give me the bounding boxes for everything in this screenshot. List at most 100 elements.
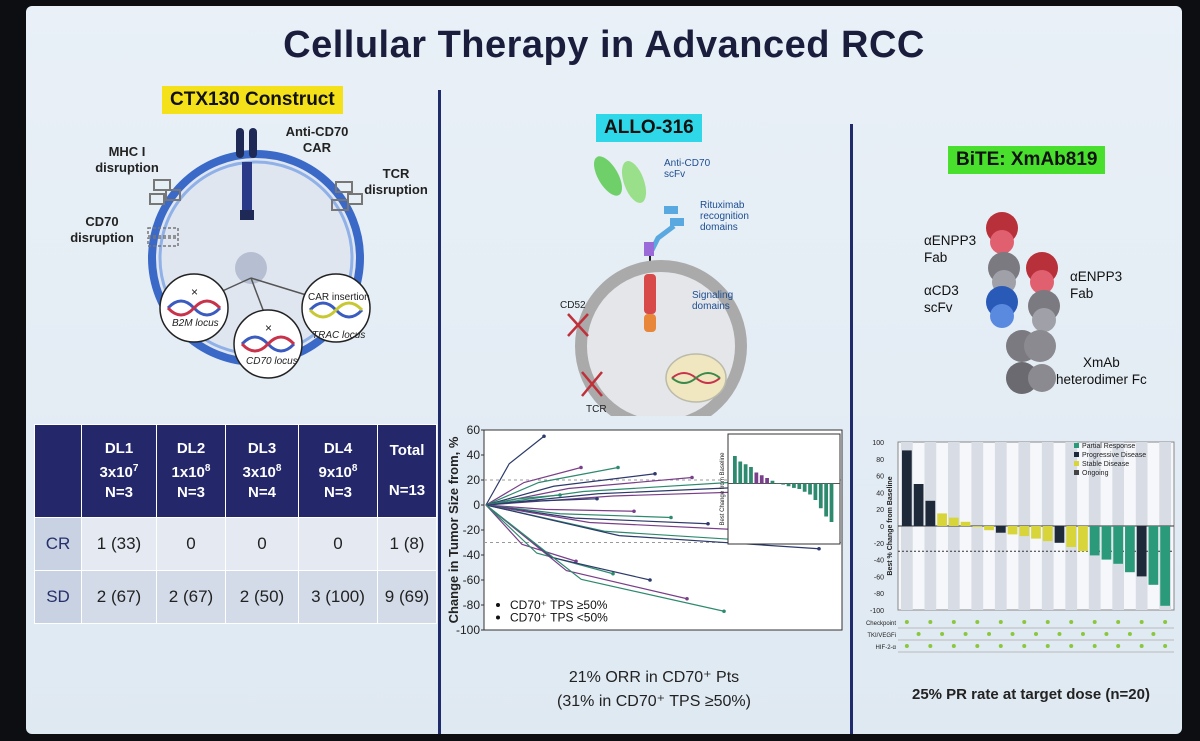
series-point xyxy=(611,571,615,576)
series-point xyxy=(685,596,689,601)
series-point xyxy=(542,434,546,439)
series-line xyxy=(485,498,598,506)
inset-bar xyxy=(759,475,764,484)
legend-entry: Progressive Disease xyxy=(1082,452,1146,459)
tcr-cross-icon xyxy=(581,371,603,397)
series-line xyxy=(485,504,672,519)
waterfall-bar xyxy=(995,526,1006,533)
inset-plot xyxy=(727,433,841,545)
row-dot xyxy=(1127,632,1132,636)
orr-caption: 21% ORR in CD70⁺ Pts xyxy=(568,669,740,686)
y-tick-label: 100 xyxy=(872,440,884,447)
series-line xyxy=(485,435,545,506)
series-line xyxy=(485,466,582,506)
waterfall-bar xyxy=(1078,526,1088,552)
row-dot xyxy=(1163,620,1168,624)
row-label: CR xyxy=(34,517,82,571)
y-tick-label: 60 xyxy=(467,423,481,437)
tcr-icon xyxy=(331,181,363,211)
row-dot xyxy=(1022,620,1027,624)
series-point xyxy=(574,559,578,564)
legend-marker xyxy=(496,603,500,607)
series-point xyxy=(595,496,599,501)
y-tick-label: -40 xyxy=(874,558,884,565)
waterfall-bar xyxy=(925,500,936,526)
inset-bar xyxy=(808,483,812,495)
table-cell: 2 (50) xyxy=(225,570,299,624)
y-tick-label: -60 xyxy=(874,574,884,581)
xmab-diagram xyxy=(986,212,1060,394)
y-tick-label: 0 xyxy=(880,524,884,531)
series-line xyxy=(485,504,577,562)
y-tick-label: 40 xyxy=(467,448,481,462)
y-tick-label: 80 xyxy=(876,457,884,464)
mhc-disruption-label: MHC I disruption xyxy=(95,144,159,175)
waterfall-bar xyxy=(1113,526,1124,564)
row-dot xyxy=(1092,644,1097,648)
car-insertion-label: CAR insertion xyxy=(308,292,370,303)
row-dot xyxy=(928,620,933,624)
waterfall-bar xyxy=(1031,526,1041,539)
row-label: Checkpoint xyxy=(866,621,896,627)
series-point xyxy=(706,521,710,526)
inset-bar xyxy=(792,483,796,488)
series-point xyxy=(648,578,652,582)
row-dot xyxy=(1080,632,1085,636)
enpp3-fab-right-label: αENPP3 Fab xyxy=(1070,269,1123,301)
y-tick-label: 20 xyxy=(876,507,884,514)
ctx130-diagram: × × xyxy=(147,128,371,379)
y-tick-label: -20 xyxy=(874,541,884,548)
inset-bar xyxy=(754,472,759,484)
table-cell: 0 xyxy=(156,517,226,571)
series-point xyxy=(616,465,620,470)
series-line xyxy=(485,504,746,531)
table-header-row: DL1 3x107 N=3 DL2 1x108 N=3 DL3 3x108 N=4 DL4 9… xyxy=(34,424,437,518)
series-line xyxy=(485,494,561,506)
row-dot xyxy=(1151,632,1156,636)
row-dot xyxy=(1116,620,1121,624)
cd70-icon xyxy=(147,227,179,247)
waterfall-bar xyxy=(902,450,912,526)
inset-bar xyxy=(733,456,737,484)
table-header-cell: DL2 1x108 N=3 xyxy=(156,424,226,518)
signaling-label: Signaling domains xyxy=(692,290,734,312)
legend-swatch xyxy=(1074,461,1079,466)
series-point xyxy=(579,465,583,470)
waterfall-bar xyxy=(1089,526,1100,556)
row-dot xyxy=(951,644,956,648)
cd70-disruption-label: CD70 disruption xyxy=(70,214,134,245)
table-cell: 2 (67) xyxy=(156,570,226,624)
table-corner xyxy=(34,424,82,518)
y-tick-label: -100 xyxy=(870,608,884,615)
y-tick-label: -60 xyxy=(463,573,481,587)
legend-entry: CD70⁺ TPS <50% xyxy=(510,611,608,625)
inset-bar xyxy=(775,483,780,484)
enpp3-fab-left-label: αENPP3 Fab xyxy=(924,233,977,265)
waterfall-bar xyxy=(1160,526,1170,606)
svg-text:×: × xyxy=(191,285,198,299)
legend-swatch xyxy=(1074,452,1079,457)
inset-bar xyxy=(818,483,823,509)
waterfall-bar xyxy=(948,517,959,526)
inset-y-label: Best Change from Baseline xyxy=(720,452,726,526)
row-dot xyxy=(928,644,933,648)
xmab-label: BiTE: XmAb819 xyxy=(948,146,1106,174)
waterfall-bar xyxy=(937,513,947,526)
series-line xyxy=(485,473,656,506)
legend-entry: CD70⁺ TPS ≥50% xyxy=(510,598,608,612)
table-header-cell: DL3 3x108 N=4 xyxy=(225,424,299,518)
waterfall-bar xyxy=(1101,526,1112,560)
allo316-caption: 21% ORR in CD70⁺ Pts (31% in CD70⁺ TPS ≥… xyxy=(524,666,784,714)
inset-bar xyxy=(781,483,786,485)
waterfall-bar xyxy=(1007,526,1018,535)
series-line xyxy=(485,466,619,506)
waterfall-bar xyxy=(1125,526,1135,573)
row-dot xyxy=(1139,620,1144,624)
xmab-caption: 25% PR rate at target dose (n=20) xyxy=(911,686,1150,703)
mhc-icon xyxy=(149,179,181,205)
waterfall-bar xyxy=(913,484,924,526)
table-row: CR 1 (33) 0 0 0 1 (8) xyxy=(34,517,437,571)
inset-bar xyxy=(802,483,807,492)
slide-title: Cellular Therapy in Advanced RCC xyxy=(283,24,925,66)
row-dot xyxy=(1057,632,1062,636)
